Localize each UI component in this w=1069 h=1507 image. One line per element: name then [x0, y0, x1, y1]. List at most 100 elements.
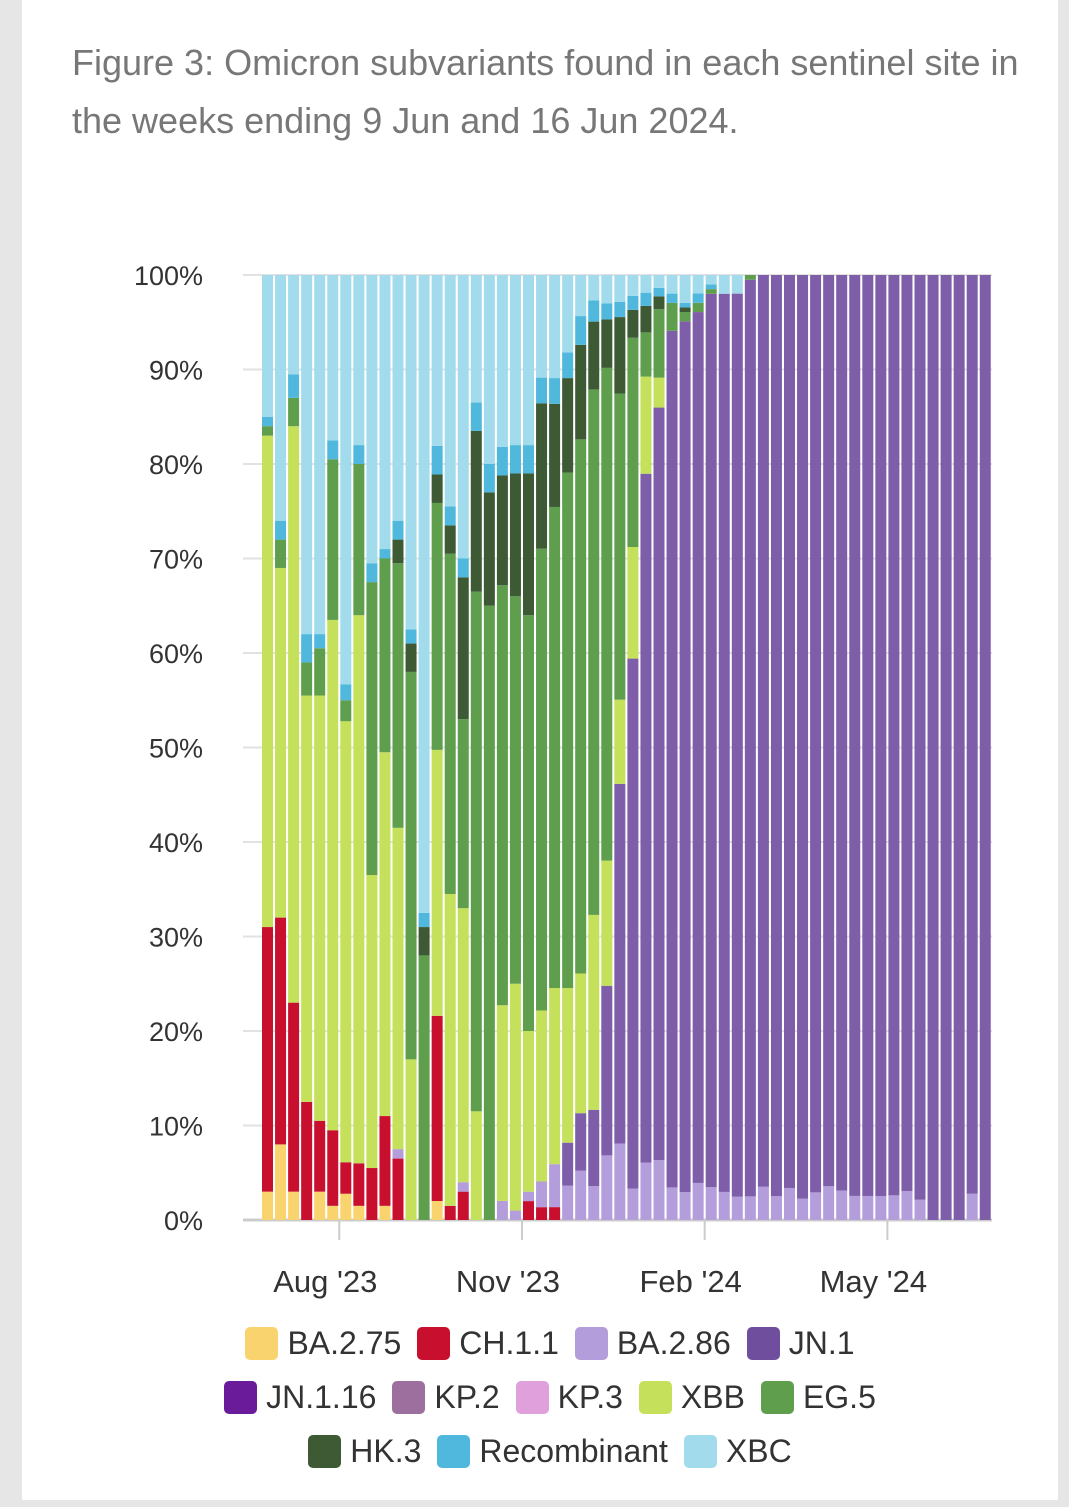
bar-segment — [562, 1142, 574, 1186]
legend-item[interactable]: XBB — [638, 1370, 745, 1424]
legend-label: BA.2.75 — [287, 1324, 402, 1361]
bar-segment — [457, 275, 469, 559]
bar-column — [366, 275, 378, 1220]
legend-label: JN.1.16 — [266, 1378, 377, 1415]
bar-column — [418, 275, 430, 1220]
legend-swatch-icon — [638, 1380, 672, 1414]
bar-segment — [353, 275, 365, 446]
bar-segment — [392, 827, 404, 1150]
bar-segment — [875, 1196, 887, 1220]
bar-segment — [314, 648, 326, 696]
bar-segment — [614, 275, 626, 302]
legend-swatch-icon — [683, 1434, 717, 1468]
bar-column — [705, 275, 717, 1220]
bar-segment — [614, 317, 626, 394]
bar-segment — [575, 275, 587, 317]
bar-segment — [340, 700, 352, 722]
bar-column — [784, 275, 795, 1220]
bar-segment — [262, 927, 273, 1192]
legend-item[interactable]: BA.2.86 — [574, 1316, 731, 1370]
bar-segment — [888, 275, 900, 1196]
bar-segment — [588, 321, 600, 390]
bar-segment — [588, 300, 600, 322]
bar-segment — [457, 719, 469, 909]
x-tick-label: Nov '23 — [456, 1264, 560, 1299]
bar-segment — [601, 985, 613, 1156]
bar-segment — [301, 662, 313, 696]
bar-segment — [653, 309, 665, 378]
bar-segment — [627, 1188, 639, 1220]
bar-segment — [562, 472, 574, 989]
legend-label: KP.2 — [434, 1378, 500, 1415]
bar-segment — [575, 1113, 587, 1171]
bar-segment — [379, 275, 391, 550]
legend-label: XBB — [680, 1378, 745, 1415]
bar-segment — [575, 973, 587, 1114]
bar-segment — [705, 293, 717, 1188]
bar-segment — [549, 1164, 561, 1208]
bar-segment — [262, 416, 273, 427]
legend-item[interactable]: JN.1 — [746, 1316, 855, 1370]
bar-column — [927, 275, 939, 1220]
bar-segment — [562, 275, 574, 353]
bar-segment — [757, 1186, 769, 1220]
bar-segment — [327, 440, 339, 460]
legend-label: HK.3 — [350, 1432, 422, 1469]
bar-segment — [444, 525, 456, 554]
legend-item[interactable]: BA.2.75 — [245, 1316, 401, 1370]
bar-segment — [523, 615, 534, 1031]
bar-segment — [470, 591, 482, 1112]
bar-segment — [288, 374, 300, 398]
bar-column — [797, 275, 809, 1220]
bar-segment — [288, 1191, 300, 1220]
bar-segment — [679, 321, 691, 1193]
bar-segment — [509, 473, 521, 597]
bar-segment — [575, 316, 587, 345]
legend-item[interactable]: HK.3 — [308, 1424, 421, 1478]
bar-segment — [379, 1116, 391, 1206]
bar-column — [457, 275, 469, 1220]
bar-segment — [470, 430, 482, 592]
bar-column — [575, 275, 587, 1220]
bar-segment — [366, 1168, 378, 1220]
legend-item[interactable]: CH.1.1 — [417, 1316, 559, 1370]
bar-segment — [314, 275, 326, 635]
bar-segment — [431, 445, 443, 475]
bar-segment — [575, 439, 587, 974]
bar-segment — [575, 344, 587, 440]
bar-segment — [392, 1149, 404, 1159]
legend-item[interactable]: JN.1.16 — [224, 1370, 376, 1424]
bar-segment — [392, 1158, 404, 1220]
bar-segment — [705, 1187, 717, 1220]
bar-segment — [483, 464, 495, 493]
bar-segment — [849, 275, 861, 1196]
bar-segment — [810, 275, 822, 1193]
bar-segment — [744, 279, 756, 1197]
bar-column — [692, 275, 704, 1220]
bar-segment — [314, 634, 326, 649]
bar-column — [914, 275, 926, 1220]
bar-segment — [418, 927, 430, 956]
bar-segment — [405, 643, 417, 672]
bar-segment — [731, 1196, 743, 1220]
bar-segment — [849, 1195, 861, 1220]
legend-item[interactable]: EG.5 — [760, 1370, 876, 1424]
bar-segment — [457, 1191, 469, 1220]
bar-segment — [588, 914, 600, 1110]
bar-column — [275, 275, 287, 1220]
bar-segment — [797, 1198, 809, 1220]
bar-segment — [536, 1181, 548, 1208]
bar-segment — [640, 376, 652, 474]
bar-segment — [666, 330, 678, 1188]
bar-segment — [340, 1193, 352, 1220]
bar-segment — [314, 695, 326, 1121]
legend-item[interactable]: KP.3 — [515, 1370, 623, 1424]
legend-item[interactable]: Recombinant — [437, 1424, 668, 1478]
bar-segment — [444, 506, 456, 526]
bar-segment — [340, 275, 352, 685]
legend-item[interactable]: XBC — [683, 1424, 792, 1478]
bar-segment — [262, 1191, 273, 1220]
bar-segment — [353, 445, 365, 464]
y-tick-label: 40% — [149, 828, 203, 858]
legend-item[interactable]: KP.2 — [392, 1370, 500, 1424]
